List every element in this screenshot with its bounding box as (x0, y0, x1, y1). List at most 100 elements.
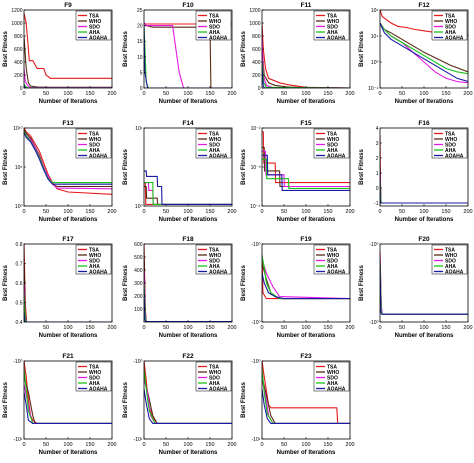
legend-entry-who: WHO (209, 370, 221, 376)
y-axis-label: Best Fitness (359, 149, 365, 185)
series-line-aha (24, 130, 112, 184)
y-axis-label: Best Fitness (3, 382, 9, 418)
series-line-who (144, 185, 232, 205)
y-tick-label: 200 (14, 73, 23, 79)
series-line-aoaha (144, 170, 232, 205)
x-axis-label: Number of Iterations (277, 333, 336, 339)
x-tick-label: 0 (378, 209, 381, 215)
x-tick-label: 100 (419, 91, 428, 97)
series-line-aoaha (262, 389, 350, 424)
x-tick-label: 150 (85, 325, 94, 331)
legend-entry-aha: AHA (209, 264, 220, 270)
x-tick-label: 0 (142, 442, 145, 448)
y-tick-label: -10⁰ (251, 359, 260, 365)
legend-entry-tsa: TSA (209, 364, 219, 370)
x-axis-label: Number of Iterations (395, 217, 454, 223)
chart-f22: F22 0 50 100 150 200 -10¹ -10⁰ Number of Iterati… (123, 353, 237, 456)
y-axis-label: Best Fitness (123, 265, 129, 301)
series-line-tsa (24, 13, 112, 79)
series-line-aoaha (380, 22, 468, 83)
y-tick-label: -10⁰ (369, 242, 378, 248)
chart-title: F23 (300, 353, 312, 360)
chart-title: F17 (62, 236, 74, 243)
x-tick-label: 150 (323, 325, 332, 331)
chart-f9: F9 0 50 100 150 200 0 200 400 600 800 1000 1200 Numbe… (3, 2, 117, 105)
legend-entry-aha: AHA (89, 30, 100, 36)
x-axis-label: Number of Iterations (277, 217, 336, 223)
y-tick-label: -1 (374, 201, 379, 207)
y-tick-label: -10⁰ (133, 359, 142, 365)
x-tick-label: 150 (85, 91, 94, 97)
y-axis-label: Best Fitness (241, 265, 247, 301)
x-tick-label: 150 (323, 91, 332, 97)
y-axis-label: Best Fitness (123, 382, 129, 418)
chart-title: F14 (182, 120, 194, 127)
y-tick-label: 10⁰ (371, 60, 379, 66)
chart-f20: F20 0 50 100 150 200 -10⁰ -10⁰ Number of Iterati… (359, 236, 473, 339)
series-line-aoaha (262, 273, 350, 300)
x-tick-label: 100 (419, 209, 428, 215)
chart-f18: F18 0 50 100 150 200 100 200 300 400 500 600 Number … (123, 236, 237, 339)
series-line-aha (262, 158, 350, 189)
legend-entry-tsa: TSA (327, 13, 337, 19)
series-line-tsa (262, 131, 350, 184)
y-tick-label: 1000 (11, 21, 22, 27)
y-tick-label: 1000 (249, 21, 260, 27)
legend-entry-sdo: SDO (445, 142, 456, 148)
y-tick-label: 10⁴ (371, 34, 379, 40)
legend-entry-aoaha: AOAHA (327, 269, 346, 275)
legend-entry-aoaha: AOAHA (209, 269, 228, 275)
legend-entry-tsa: TSA (445, 131, 455, 137)
legend-entry-aoaha: AOAHA (89, 269, 108, 275)
y-axis-label: Best Fitness (241, 149, 247, 185)
x-axis-label: Number of Iterations (39, 450, 98, 456)
y-axis-label: Best Fitness (123, 31, 129, 67)
y-tick-label: 0.8 (16, 242, 23, 248)
x-axis-label: Number of Iterations (277, 450, 336, 456)
x-tick-label: 100 (63, 442, 72, 448)
x-tick-label: 50 (43, 91, 49, 97)
x-tick-label: 50 (43, 442, 49, 448)
y-tick-label: -10⁰ (13, 359, 22, 365)
y-tick-label: 5 (140, 70, 143, 76)
series-line-who (262, 48, 350, 88)
series-line-aha (262, 61, 350, 88)
x-tick-label: 100 (183, 209, 192, 215)
legend-entry-who: WHO (209, 137, 221, 143)
chart-title: F12 (418, 2, 430, 9)
chart-f23: F23 0 50 100 150 200 -10¹ -10⁰ Number of Iterati… (241, 353, 355, 456)
y-tick-label: 0 (376, 186, 379, 192)
x-tick-label: 100 (301, 442, 310, 448)
x-axis-label: Number of Iterations (39, 99, 98, 105)
y-tick-label: 10¹⁰ (13, 126, 22, 132)
y-tick-label: 2 (376, 156, 379, 162)
x-tick-label: 200 (345, 325, 354, 331)
y-axis-label: Best Fitness (3, 149, 9, 185)
y-axis-label: Best Fitness (359, 31, 365, 67)
y-tick-label: 400 (14, 60, 23, 66)
legend-entry-tsa: TSA (445, 247, 455, 253)
legend-entry-sdo: SDO (209, 142, 220, 148)
legend-entry-sdo: SDO (327, 24, 338, 30)
legend-entry-sdo: SDO (89, 258, 100, 264)
legend-entry-tsa: TSA (209, 13, 219, 19)
legend-entry-aha: AHA (89, 148, 100, 154)
x-tick-label: 100 (183, 91, 192, 97)
x-tick-label: 150 (441, 209, 450, 215)
y-tick-label: 0.6 (16, 281, 23, 287)
x-axis-label: Number of Iterations (159, 217, 218, 223)
y-tick-label: 10¹ (135, 126, 143, 132)
y-axis-label: Best Fitness (3, 265, 9, 301)
legend-entry-sdo: SDO (209, 24, 220, 30)
y-tick-label: 1200 (249, 8, 260, 14)
x-tick-label: 150 (85, 209, 94, 215)
legend-entry-aha: AHA (445, 148, 456, 154)
legend-entry-who: WHO (209, 19, 221, 25)
y-tick-label: 800 (252, 34, 261, 40)
legend-entry-who: WHO (327, 370, 339, 376)
y-tick-label: -10¹ (134, 437, 143, 443)
